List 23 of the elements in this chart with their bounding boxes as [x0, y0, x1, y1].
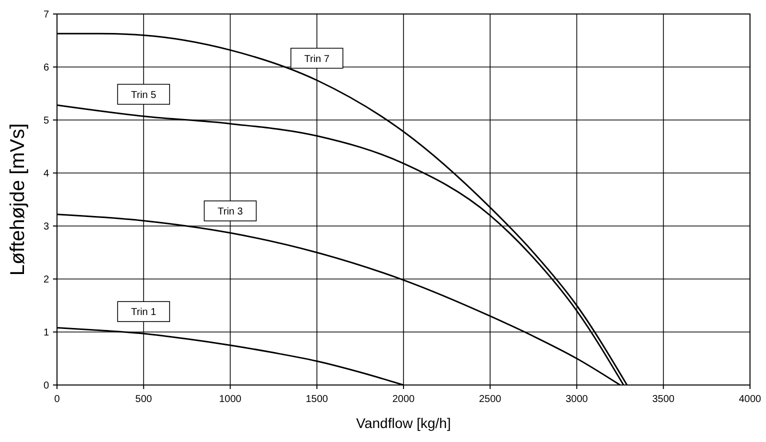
x-tick-label: 500: [135, 394, 152, 405]
y-tick-label: 7: [43, 10, 50, 20]
y-tick-label: 4: [43, 168, 50, 180]
x-tick-label: 3500: [652, 394, 675, 405]
series-label: Trin 3: [218, 206, 244, 218]
y-tick-label: 5: [43, 116, 50, 126]
x-tick-label: 0: [54, 394, 60, 405]
y-tick-label: 3: [43, 222, 50, 232]
series-label: Trin 7: [304, 54, 330, 65]
x-tick-label: 2500: [479, 394, 502, 405]
x-axis-title: Vandflow [kg/h]: [356, 415, 451, 431]
y-tick-label: 6: [43, 62, 50, 74]
series-label: Trin 1: [131, 307, 157, 318]
x-tick-label: 1500: [306, 394, 328, 405]
y-tick-label: 2: [43, 274, 50, 286]
y-axis-title: Løftehøjde [mVs]: [7, 123, 29, 276]
x-tick-label: 1000: [219, 394, 242, 405]
x-tick-label: 3000: [566, 394, 588, 405]
x-tick-label: 4000: [738, 394, 762, 405]
series-label: Trin 5: [131, 90, 157, 101]
y-tick-label: 1: [43, 328, 50, 338]
x-tick-label: 2000: [392, 394, 416, 405]
y-tick-label: 0: [43, 380, 50, 392]
